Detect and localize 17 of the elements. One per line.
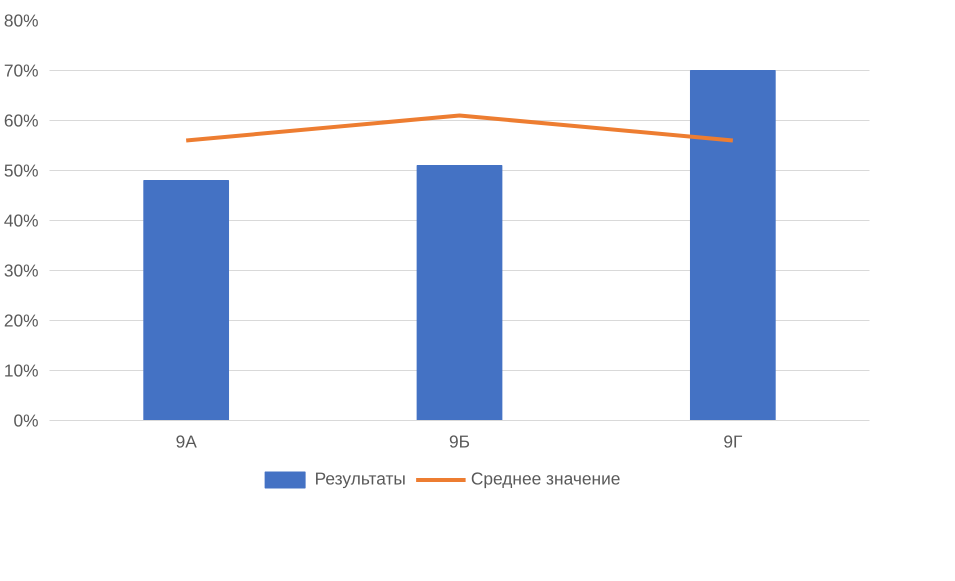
y-tick-label: 0% — [13, 410, 38, 430]
legend-label: Результаты — [314, 468, 406, 490]
y-tick-label: 60% — [4, 110, 39, 130]
y-tick-label: 80% — [4, 10, 39, 30]
y-tick-label: 70% — [4, 60, 39, 80]
x-tick-label: 9Г — [723, 432, 743, 452]
y-tick-label: 50% — [4, 160, 39, 180]
y-tick-label: 40% — [4, 210, 39, 230]
bar — [416, 165, 502, 420]
y-tick-label: 10% — [4, 360, 39, 380]
y-tick-label: 30% — [4, 260, 39, 280]
bar — [690, 70, 776, 420]
y-tick-label: 20% — [4, 310, 39, 330]
bar — [143, 180, 230, 420]
x-tick-label: 9Б — [448, 432, 470, 452]
x-tick-label: 9А — [176, 432, 198, 452]
legend-label: Среднее значение — [470, 468, 620, 490]
